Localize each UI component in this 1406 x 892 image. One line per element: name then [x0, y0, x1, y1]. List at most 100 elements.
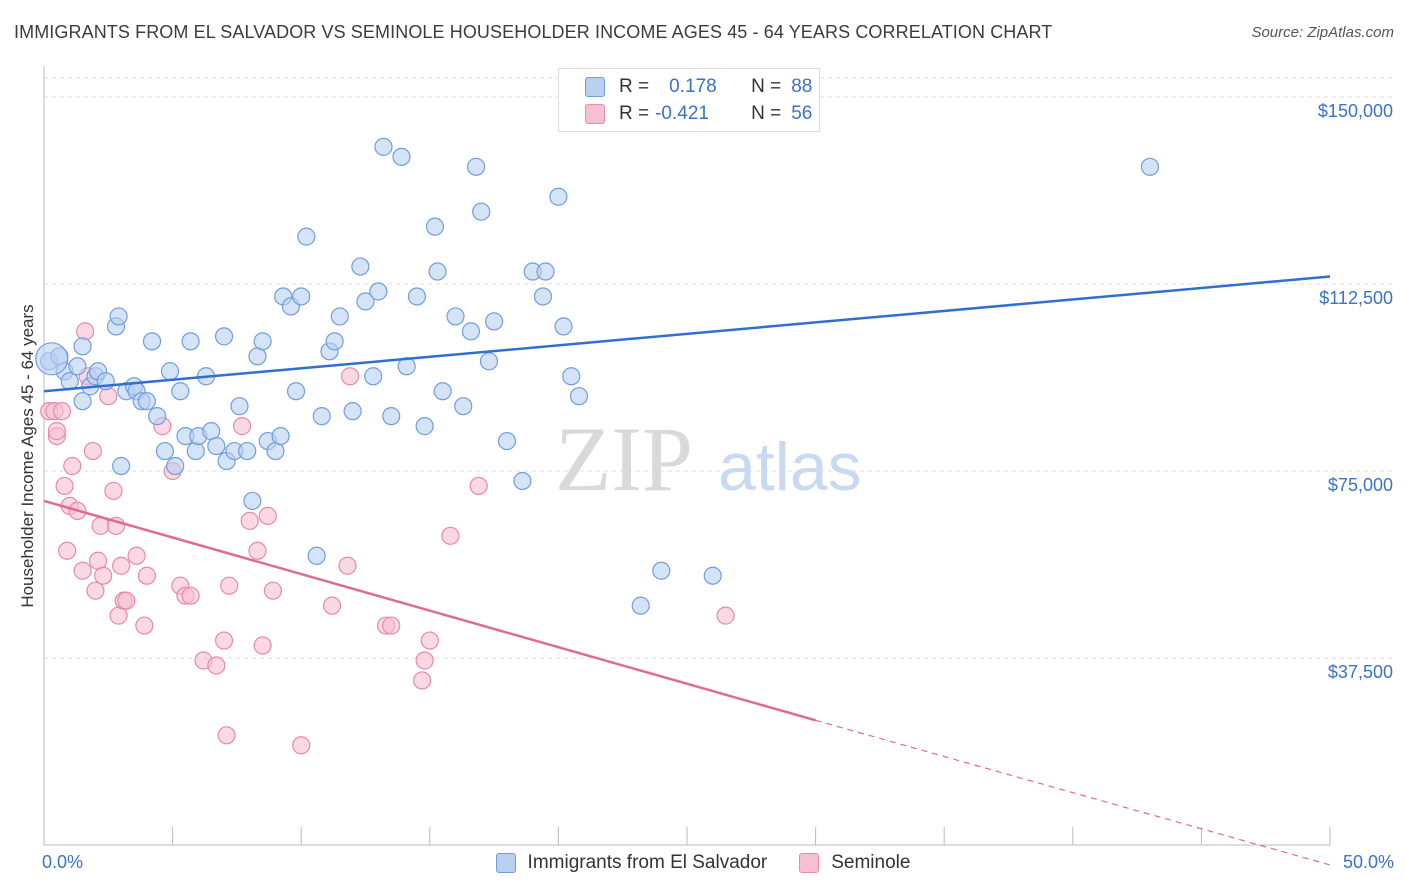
legend-r-label: R =: [619, 103, 650, 124]
data-point: [364, 367, 383, 386]
data-point: [307, 546, 326, 565]
legend-row-el-salvador: R = 0.178 N = 88: [585, 75, 812, 99]
data-point: [248, 541, 267, 560]
data-point: [330, 307, 349, 326]
legend-r-label: R =: [619, 76, 650, 97]
data-point: [94, 566, 113, 585]
y-tick-label: $150,000: [1318, 101, 1393, 121]
data-point: [142, 332, 162, 351]
axes: [43, 66, 1331, 846]
data-point: [497, 431, 517, 451]
data-point: [433, 382, 452, 401]
stats-legend: R = 0.178 N = 88 R = -0.421 N = 56: [558, 68, 820, 132]
data-point: [297, 227, 316, 246]
data-point: [35, 342, 69, 376]
legend-swatch-pink: [585, 104, 605, 124]
y-tick-label: $37,500: [1328, 662, 1393, 682]
data-point: [356, 292, 375, 311]
legend-row-seminole: R = -0.421 N = 56: [585, 102, 812, 126]
data-point: [562, 367, 581, 386]
data-point: [479, 352, 499, 371]
data-point: [76, 322, 95, 341]
data-point: [166, 456, 185, 476]
watermark: ZIP atlas: [555, 408, 862, 510]
data-point: [407, 287, 427, 306]
y-tick-label: $75,000: [1328, 475, 1393, 495]
data-point: [716, 606, 735, 625]
data-point: [263, 581, 283, 600]
data-point: [207, 656, 226, 675]
trend-line-seminole: [43, 499, 816, 722]
y-tick-label: $112,500: [1319, 288, 1393, 308]
legend-n-label: N =: [751, 103, 782, 124]
data-point: [181, 586, 200, 605]
x-tick-label-min: 0.0%: [42, 852, 84, 872]
data-point: [83, 441, 102, 461]
data-point: [554, 317, 573, 336]
data-point: [207, 436, 226, 456]
data-point: [382, 616, 401, 635]
data-point: [343, 402, 362, 421]
legend-item-seminole: Seminole: [799, 852, 910, 874]
data-point: [73, 337, 92, 356]
legend-n-value: 56: [791, 103, 813, 124]
data-point: [135, 616, 154, 635]
data-point: [369, 282, 388, 301]
data-point: [137, 392, 156, 411]
data-point: [214, 631, 234, 650]
data-point: [160, 362, 180, 381]
watermark-atlas: atlas: [718, 429, 862, 505]
data-point: [52, 402, 72, 421]
data-point: [238, 441, 257, 461]
data-point: [446, 307, 465, 326]
data-point: [243, 491, 262, 511]
trend-line-seminole-extension: [815, 719, 1331, 866]
data-point: [461, 322, 481, 341]
data-point: [217, 726, 236, 745]
data-point: [117, 591, 136, 610]
legend-label-seminole: Seminole: [831, 852, 911, 873]
x-tick-label-max: 50.0%: [1342, 852, 1394, 872]
data-point: [271, 426, 290, 446]
data-point: [258, 506, 277, 525]
legend-swatch-pink: [799, 853, 820, 873]
data-point: [425, 217, 445, 236]
data-point: [292, 287, 311, 306]
legend-label-el-salvador: Immigrants from El Salvador: [527, 852, 768, 873]
el-salvador-points: [35, 137, 1160, 615]
data-point: [86, 581, 105, 600]
data-point: [73, 561, 92, 580]
data-point: [631, 596, 650, 615]
data-point: [286, 382, 306, 401]
data-point: [340, 367, 360, 386]
series-legend: Immigrants from El Salvador Seminole: [0, 852, 1406, 874]
data-point: [392, 147, 411, 166]
legend-swatch-blue: [495, 853, 516, 873]
data-point: [104, 481, 123, 501]
data-point: [127, 546, 146, 565]
legend-r-value: 0.178: [669, 76, 717, 97]
data-point: [137, 566, 156, 585]
tick-labels: $37,500 $75,000 $112,500 $150,000: [1318, 101, 1393, 682]
legend-r-value: -0.421: [655, 103, 709, 124]
data-point: [112, 456, 131, 476]
data-point: [472, 202, 491, 221]
data-point: [533, 287, 553, 306]
legend-swatch-blue: [585, 77, 605, 97]
data-point: [220, 576, 239, 595]
data-point: [253, 636, 272, 655]
data-point: [171, 382, 190, 401]
data-point: [68, 357, 87, 376]
data-point: [58, 541, 77, 560]
legend-n-value: 88: [791, 76, 813, 97]
data-point: [292, 736, 311, 755]
data-point: [181, 332, 200, 351]
data-point: [485, 312, 504, 331]
source-credit: Source: ZipAtlas.com: [1251, 24, 1394, 41]
data-point: [549, 187, 568, 206]
data-point: [99, 387, 118, 406]
seminole-points: [40, 322, 735, 755]
data-point: [148, 407, 167, 426]
data-point: [420, 631, 439, 650]
